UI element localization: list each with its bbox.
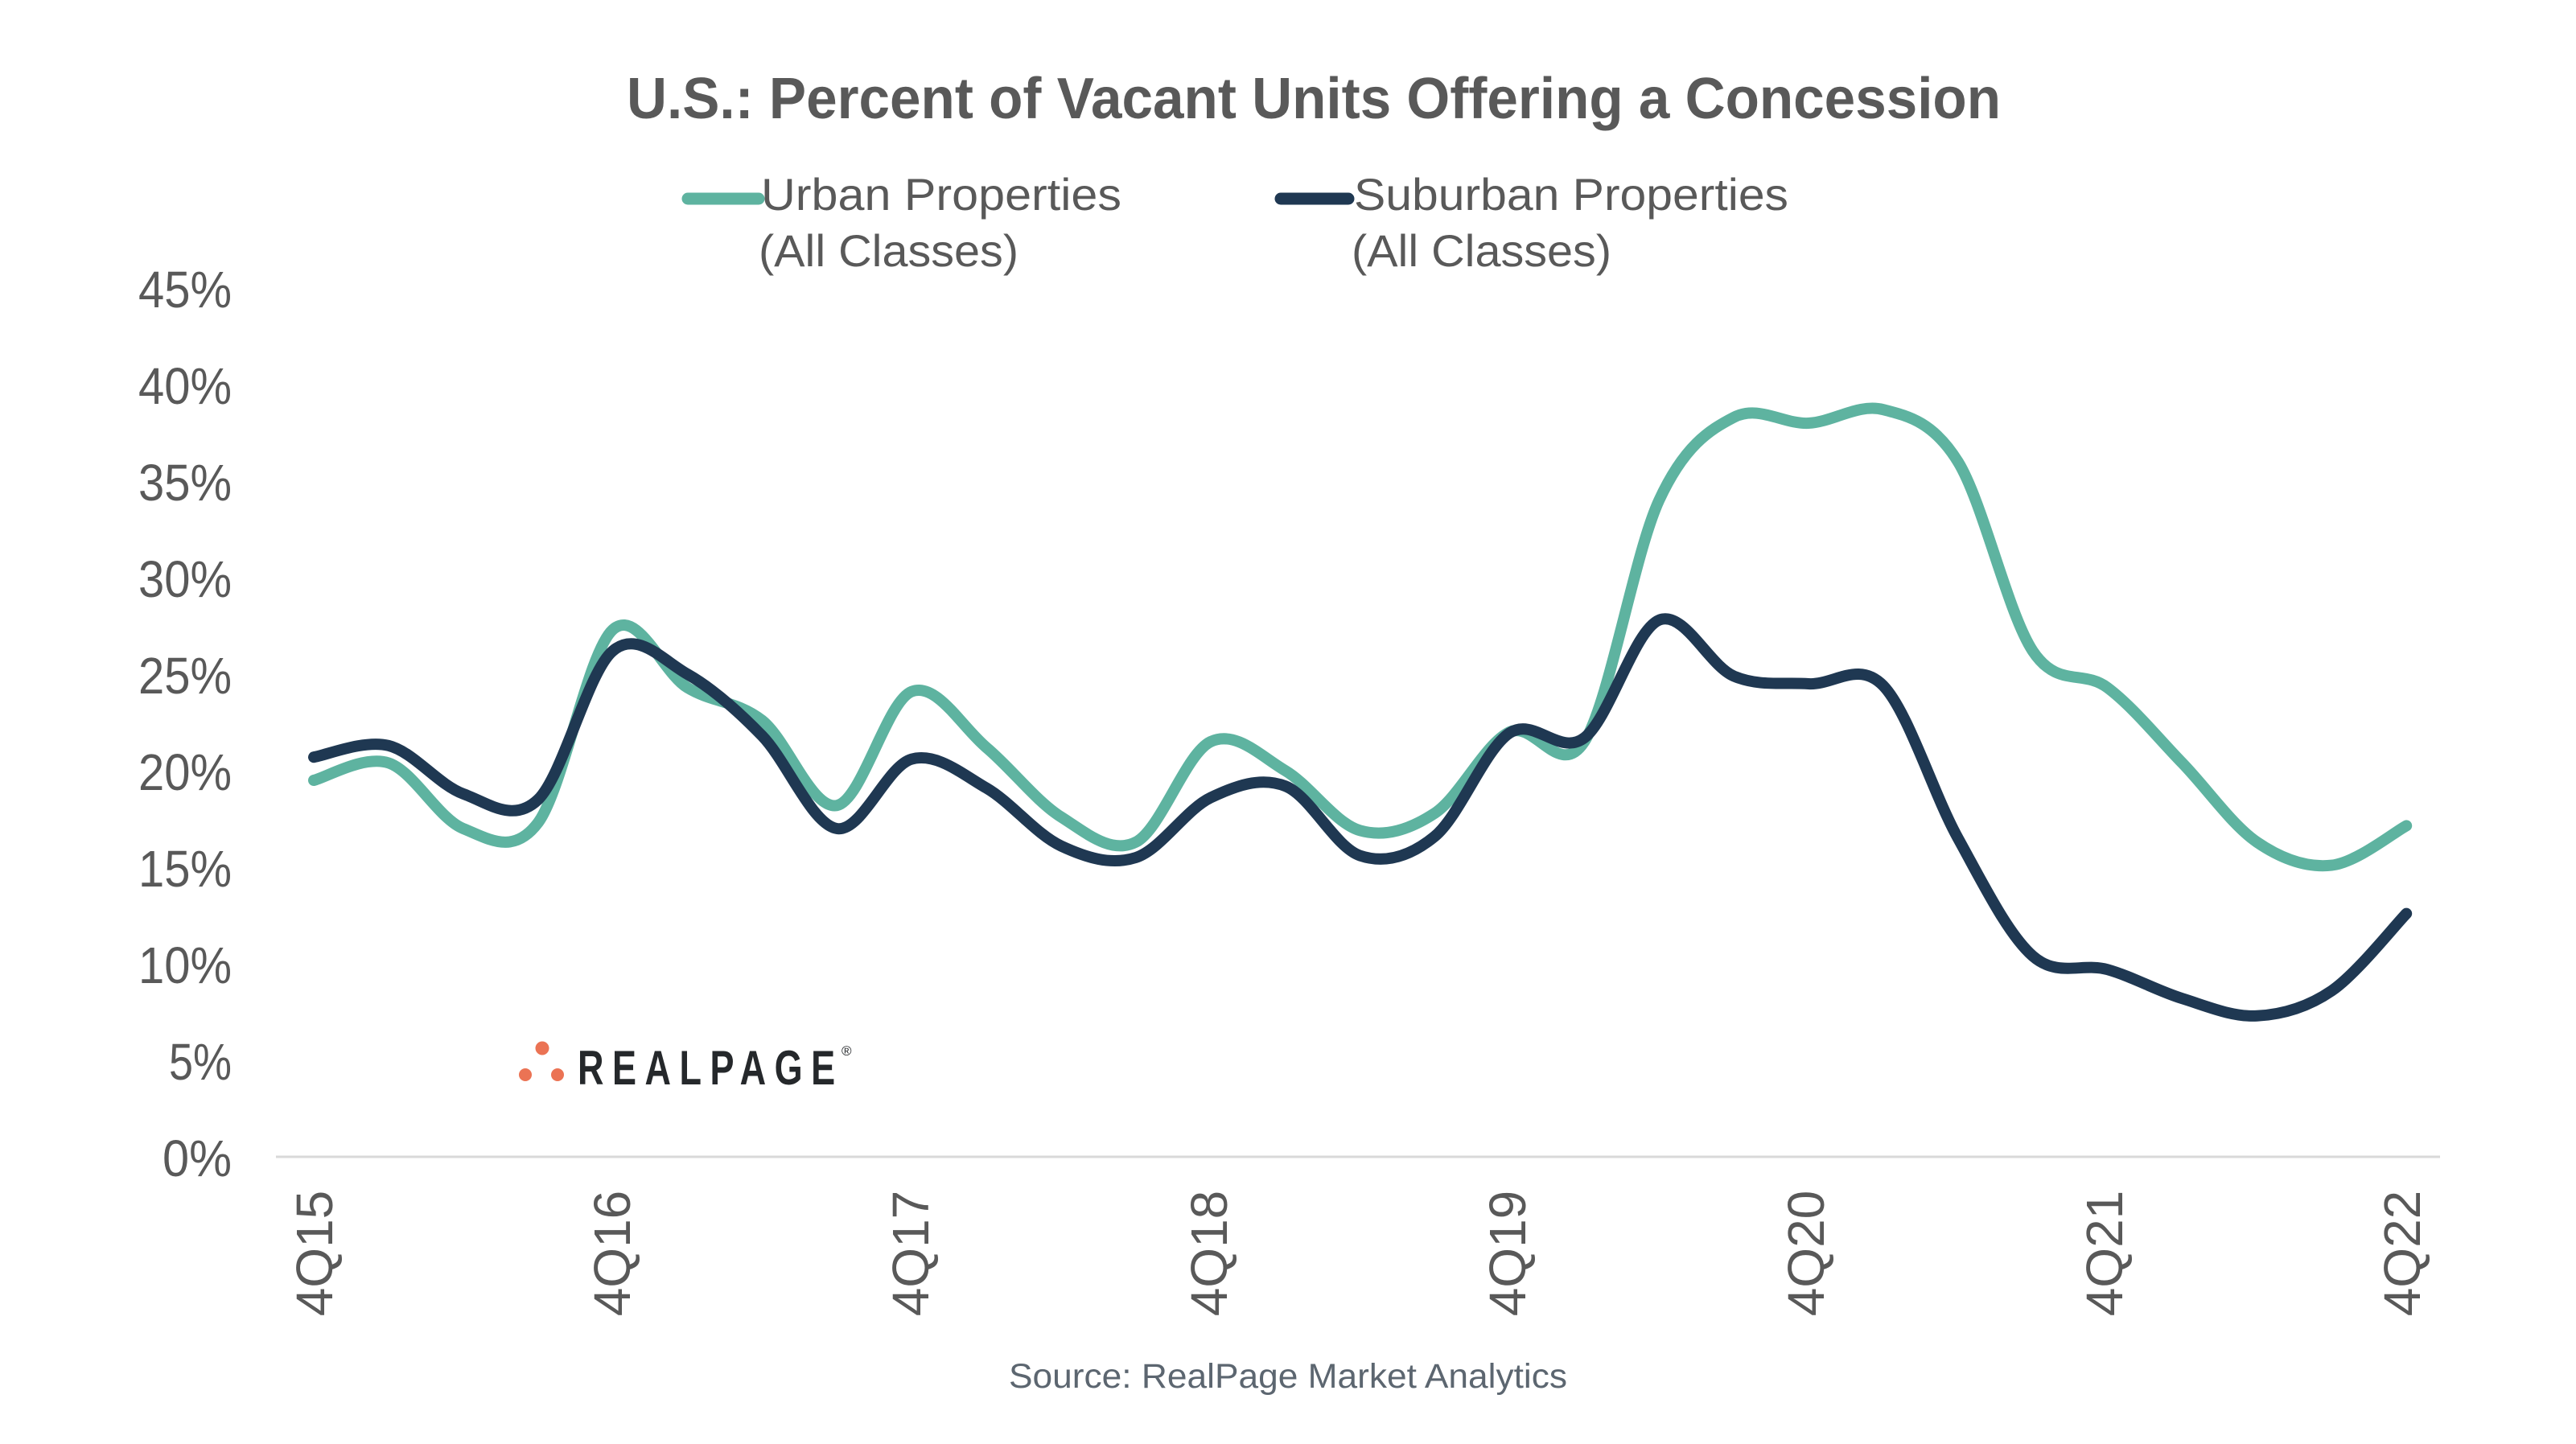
svg-text:4Q15: 4Q15 (286, 1191, 344, 1317)
svg-text:35%: 35% (138, 454, 232, 512)
svg-text:Suburban Properties: Suburban Properties (1354, 169, 1788, 220)
svg-text:4Q22: 4Q22 (2373, 1191, 2431, 1317)
svg-text:REALPAGE: REALPAGE (578, 1042, 844, 1096)
svg-text:0%: 0% (163, 1129, 232, 1187)
svg-text:®: ® (842, 1043, 852, 1059)
svg-text:4Q20: 4Q20 (1777, 1191, 1835, 1317)
svg-text:30%: 30% (138, 550, 232, 608)
svg-text:5%: 5% (169, 1033, 232, 1091)
svg-text:25%: 25% (138, 647, 232, 705)
svg-text:45%: 45% (138, 261, 232, 319)
svg-text:4Q21: 4Q21 (2076, 1191, 2134, 1317)
svg-text:(All Classes): (All Classes) (1352, 225, 1611, 276)
svg-text:4Q18: 4Q18 (1180, 1191, 1238, 1317)
svg-text:10%: 10% (138, 936, 232, 994)
svg-text:Urban Properties: Urban Properties (761, 169, 1121, 220)
svg-text:4Q16: 4Q16 (583, 1191, 641, 1317)
svg-text:4Q19: 4Q19 (1479, 1191, 1537, 1317)
svg-text:(All Classes): (All Classes) (759, 225, 1018, 276)
svg-text:U.S.: Percent of Vacant Units: U.S.: Percent of Vacant Units Offering a… (627, 67, 2001, 131)
svg-text:15%: 15% (138, 840, 232, 898)
svg-text:40%: 40% (138, 357, 232, 415)
svg-text:20%: 20% (138, 743, 232, 801)
svg-text:Source: RealPage Market Analyt: Source: RealPage Market Analytics (1009, 1357, 1567, 1396)
svg-text:4Q17: 4Q17 (882, 1191, 940, 1317)
